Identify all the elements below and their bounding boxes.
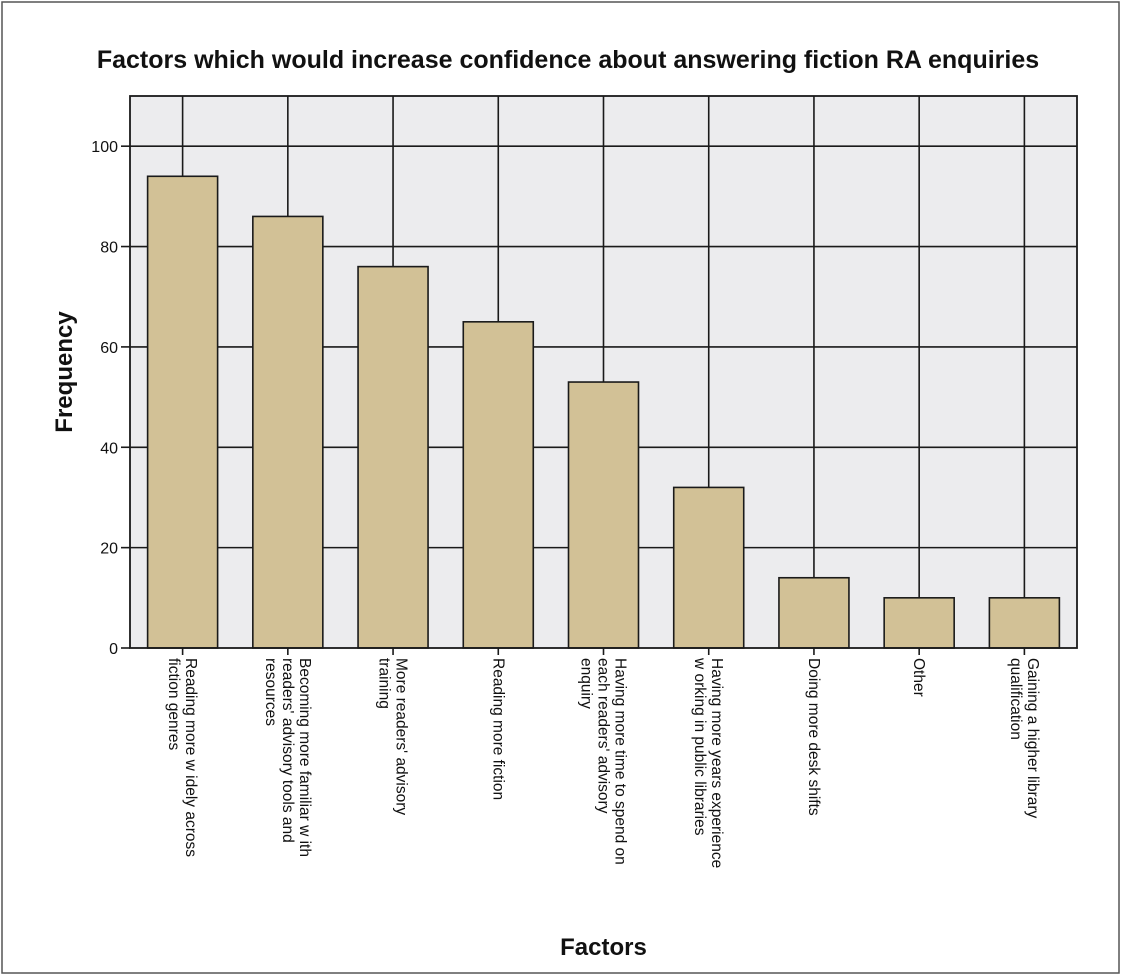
bar: [988, 597, 1061, 649]
bar: [883, 597, 955, 649]
x-axis-title: Factors: [560, 934, 647, 961]
chart-title: Factors which would increase confidence …: [97, 46, 1039, 74]
y-tick-label: 80: [100, 240, 118, 257]
y-tick-labels: 0 20 40 60 80 100: [91, 139, 118, 658]
x-category-label-line: Having more years experience: [708, 658, 725, 868]
x-category-label-line: fiction genres: [165, 658, 182, 750]
x-category-label-line: qualification: [1007, 658, 1024, 740]
x-category-label-line: training: [376, 658, 393, 709]
y-tick-label: 20: [100, 541, 118, 558]
bar: [357, 265, 429, 649]
x-category-label: Reading more fiction: [489, 658, 506, 800]
x-category-label-line: w orking in public libraries: [691, 657, 708, 836]
bar: [778, 576, 850, 649]
x-category-label-line: readers' advisory tools and: [279, 658, 296, 843]
x-category-label-line: Having more time to spend on: [612, 658, 629, 865]
bar: [146, 175, 219, 649]
x-category-label-line: Becoming more familiar w ith: [296, 658, 313, 857]
x-category-label-line: each readers' advisory: [595, 658, 612, 814]
bar: [672, 486, 745, 649]
x-category-label-line: More readers' advisory: [393, 658, 410, 815]
x-category-label-line: enquiry: [578, 658, 595, 709]
x-category-label: Doing more desk shifts: [805, 658, 822, 816]
x-category-label-line: Reading more fiction: [489, 658, 506, 800]
x-category-label-line: Doing more desk shifts: [805, 658, 822, 816]
y-axis-title: Frequency: [51, 311, 78, 433]
x-category-label-line: resources: [262, 658, 279, 726]
bar: [462, 321, 535, 649]
y-tick-label: 60: [100, 340, 118, 357]
axes: [121, 95, 1078, 655]
y-tick-label: 0: [109, 641, 118, 658]
bar: [252, 215, 324, 649]
bars: [146, 175, 1061, 649]
x-category-label: Other: [910, 658, 927, 697]
x-category-label-line: Gaining a higher library: [1024, 658, 1041, 819]
x-category-label-line: Other: [910, 658, 927, 697]
x-category-label-line: Reading more w idely across: [182, 658, 199, 857]
y-tick-label: 40: [100, 440, 118, 457]
y-tick-label: 100: [91, 139, 118, 156]
bar: [567, 381, 640, 649]
